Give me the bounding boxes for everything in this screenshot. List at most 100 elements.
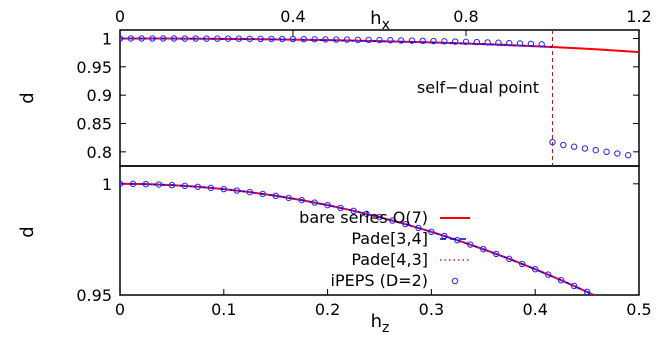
- x-tick-label: 0.2: [315, 300, 340, 319]
- ipeps-point: [149, 35, 156, 42]
- x-tick-label: 0.1: [211, 300, 236, 319]
- ipeps-point: [365, 36, 372, 44]
- ipeps-point: [233, 187, 240, 194]
- x-tick-label: 0.4: [280, 7, 305, 26]
- ipeps-point: [343, 36, 351, 43]
- y-tick-label: 1: [102, 175, 112, 194]
- legend: bare series O(7) Pade[3,4] Pade[4,3] iPEPS …: [299, 208, 470, 290]
- ipeps-point: [203, 35, 210, 42]
- ipeps-point: [527, 40, 535, 48]
- ipeps-point: [519, 260, 526, 268]
- ipeps-point: [207, 184, 215, 192]
- top-panel-series: [120, 35, 639, 159]
- x-tick-label: 0.5: [626, 300, 651, 319]
- legend-label: bare series O(7): [299, 208, 428, 227]
- ipeps-point: [581, 145, 589, 152]
- ipeps-point: [168, 181, 176, 189]
- ipeps-point: [408, 37, 416, 44]
- ipeps-point: [127, 35, 135, 42]
- ipeps-point: [129, 180, 137, 188]
- ipeps-point: [181, 182, 189, 190]
- y-tick-label: 0.95: [76, 58, 112, 77]
- pade-43-line: [120, 37, 553, 48]
- ipeps-point: [220, 185, 228, 193]
- ipeps-point: [624, 152, 632, 159]
- ipeps-point: [389, 217, 396, 224]
- ipeps-point: [532, 266, 539, 273]
- top-xlabel: hx: [370, 8, 390, 33]
- ipeps-point: [480, 245, 487, 253]
- ipeps-point: [246, 35, 253, 42]
- ipeps-point: [155, 181, 163, 188]
- bottom-xlabel-sub: z: [382, 320, 389, 336]
- ipeps-point: [387, 37, 394, 44]
- ipeps-point: [192, 35, 199, 42]
- ipeps-point: [194, 183, 202, 190]
- ipeps-point: [544, 271, 552, 278]
- x-tick-label: 0.4: [522, 300, 547, 319]
- bottom-panel-series: [120, 180, 602, 295]
- ipeps-point: [300, 35, 308, 43]
- ipeps-point: [397, 37, 405, 44]
- ipeps-point: [311, 199, 318, 206]
- legend-label: Pade[4,3]: [351, 250, 428, 269]
- x-tick-label: 1.2: [626, 7, 651, 26]
- y-tick-label: 0.9: [87, 86, 112, 105]
- self-dual-annotation: self−dual point: [417, 78, 539, 97]
- ipeps-point: [324, 201, 331, 209]
- ipeps-point: [235, 35, 243, 42]
- ipeps-point: [538, 41, 545, 48]
- ipeps-point: [402, 220, 409, 228]
- x-tick-label: 0: [115, 7, 125, 26]
- ipeps-point: [467, 241, 474, 248]
- top-xlabel-sub: x: [382, 17, 390, 33]
- ipeps-point: [454, 236, 461, 244]
- ipeps-point: [224, 35, 232, 42]
- ipeps-point: [272, 192, 279, 200]
- ipeps-point: [430, 37, 437, 45]
- bottom-panel-frame: [119, 165, 640, 296]
- ipeps-point: [322, 36, 329, 43]
- ipeps-point: [473, 38, 481, 46]
- bottom-panel-ticks: 0 0.1 0.2 0.3 0.4 0.5 1 0.95: [76, 175, 651, 319]
- top-ylabel: d: [17, 92, 38, 103]
- ipeps-point: [415, 224, 422, 232]
- ipeps-point: [285, 194, 292, 202]
- ipeps-point: [516, 40, 524, 47]
- ipeps-point: [484, 39, 491, 46]
- x-tick-label: 0: [115, 300, 125, 319]
- ipeps-point: [376, 36, 383, 44]
- ipeps-point: [246, 188, 253, 196]
- ipeps-point: [363, 210, 370, 218]
- ipeps-point: [428, 228, 435, 236]
- bottom-xlabel: hz: [371, 311, 390, 336]
- ipeps-point: [583, 288, 591, 295]
- ipeps-point: [289, 35, 297, 43]
- ipeps-point: [592, 146, 599, 154]
- ipeps-point: [506, 39, 513, 47]
- ipeps-point: [142, 180, 150, 188]
- ipeps-point: [259, 190, 266, 198]
- ipeps-point: [181, 35, 189, 42]
- ipeps-point: [462, 38, 470, 46]
- ipeps-point: [598, 294, 602, 295]
- y-tick-label: 1: [102, 30, 112, 49]
- ipeps-point: [614, 150, 621, 157]
- ipeps-point: [376, 213, 383, 221]
- y-tick-label: 0.95: [76, 286, 112, 305]
- legend-swatch-circle: [451, 277, 459, 285]
- ipeps-point: [337, 204, 344, 212]
- bottom-ylabel: d: [17, 226, 38, 237]
- ipeps-point: [257, 35, 264, 43]
- top-panel-ticks: 0 0.4 0.8 1.2 1 0.95 0.9 0.85 0.8: [76, 7, 651, 162]
- legend-label: iPEPS (D=2): [331, 271, 428, 290]
- ipeps-point: [214, 35, 221, 42]
- ipeps-point: [120, 180, 124, 187]
- ipeps-point: [120, 35, 124, 42]
- ipeps-point: [603, 148, 610, 156]
- ipeps-point: [268, 35, 275, 43]
- ipeps-point: [506, 255, 513, 263]
- ipeps-point: [419, 37, 426, 45]
- ipeps-point: [278, 35, 286, 43]
